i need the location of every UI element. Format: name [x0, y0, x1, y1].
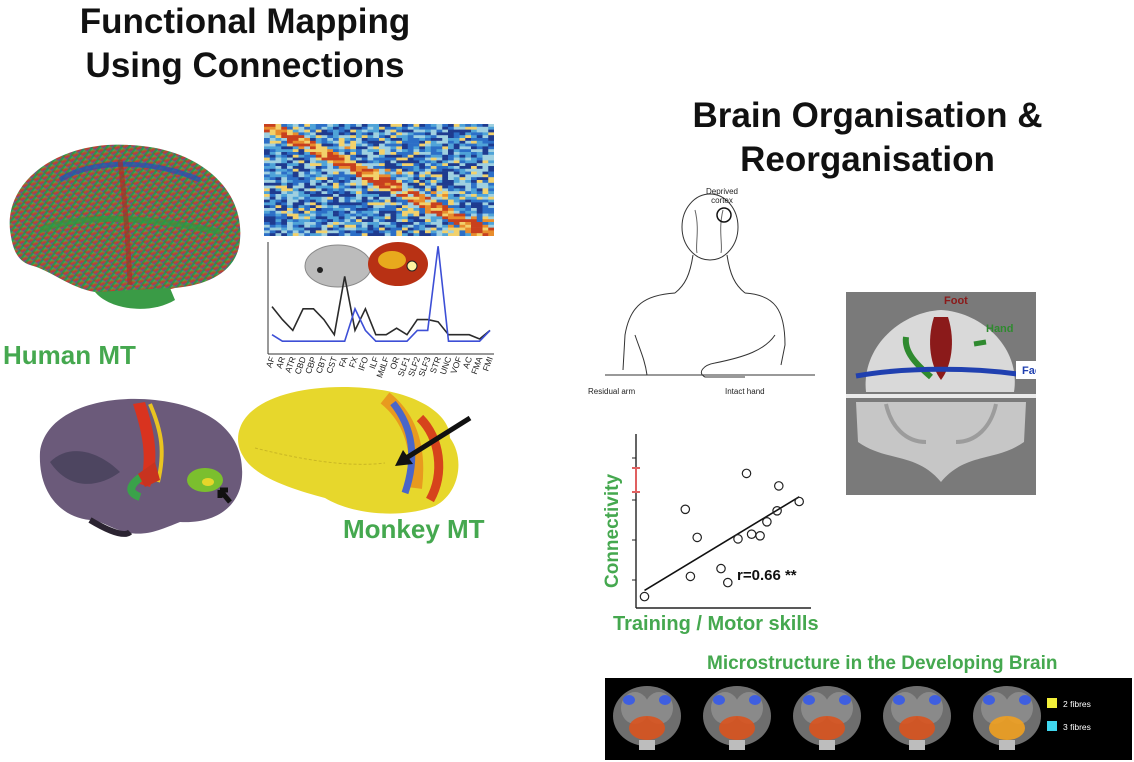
scatter-point [755, 531, 765, 541]
developing-brain-slice [613, 686, 681, 750]
scatter-y-label: Connectivity [602, 474, 623, 588]
tract-tick-label: IFO [356, 355, 370, 372]
deprived-cortex-label: Deprived cortex [706, 187, 738, 205]
scatter-point [733, 534, 743, 544]
tract-tick-label: OR [388, 355, 402, 370]
tract-tick-label: AR [274, 355, 287, 370]
connectivity-scatter-chart: r=0.66 ** Connectivity [602, 434, 811, 609]
tract-tick-label: AF [264, 355, 277, 369]
brain-thumbnails [304, 242, 428, 288]
tract-profile-chart: AFARATRCBDCBPCBTCSTFAFXIFOILFMdLFORSLF1S… [264, 242, 495, 379]
developing-brain-slice [703, 686, 771, 750]
connectivity-matrix-image [264, 124, 494, 236]
right-title: Brain Organisation & Reorganisation [692, 96, 1043, 179]
face-label: Face [1022, 365, 1036, 377]
scatter-point [774, 481, 784, 491]
developing-brain-title: Microstructure in the Developing Brain [707, 653, 1058, 674]
profile-line-monkey [271, 246, 491, 342]
intact-hand-label: Intact hand [725, 387, 765, 396]
scatter-point [794, 496, 804, 507]
monkey-brain-surface-image [238, 387, 472, 514]
hand-label: Hand [986, 323, 1014, 335]
residual-arm-label: Residual arm [588, 387, 635, 396]
scatter-point [716, 563, 726, 574]
profile-line-human [271, 276, 491, 340]
tract-tick-label: AC [461, 355, 474, 370]
scatter-point [746, 529, 757, 539]
tractography-brain-image [9, 144, 241, 309]
correlation-annotation: r=0.66 ** [737, 567, 797, 584]
scatter-point [639, 591, 650, 602]
foot-label: Foot [944, 295, 968, 307]
human-mt-label: Human MT [3, 340, 136, 370]
tract-tick-label: ILF [367, 355, 381, 370]
scatter-point [680, 504, 691, 515]
legend-3-fibres-swatch [1047, 721, 1057, 731]
scatter-point [762, 517, 772, 527]
developing-brain-strip: 2 fibres 3 fibres [605, 678, 1132, 760]
scatter-y-ticks [632, 457, 636, 581]
scatter-x-label: Training / Motor skills [613, 613, 819, 635]
tract-tick-label: FX [347, 355, 360, 369]
matrix-cells [264, 124, 494, 236]
scatter-point [692, 532, 702, 543]
tract-tick-label: FA [337, 355, 350, 368]
legend-2-fibres-label: 2 fibres [1063, 699, 1091, 709]
fibre-legend: 2 fibres 3 fibres [1047, 698, 1091, 732]
scatter-point [685, 571, 696, 582]
monkey-mt-label: Monkey MT [343, 514, 485, 544]
developing-brain-slice [883, 686, 951, 750]
homunculus-tracts-image: Foot Hand Face [846, 292, 1036, 495]
developing-brain-slice [973, 686, 1041, 750]
scatter-point [741, 468, 752, 479]
error-bar [632, 467, 640, 493]
human-brain-surface-image [39, 398, 243, 537]
legend-3-fibres-label: 3 fibres [1063, 722, 1091, 732]
legend-2-fibres-swatch [1047, 698, 1057, 708]
left-title: Functional Mapping Using Connections [79, 2, 411, 85]
amputee-drawing: Deprived cortex Residual arm Intact hand [588, 187, 815, 396]
developing-brain-slice [793, 686, 861, 750]
tract-tick-label: FMI [480, 355, 494, 372]
scatter-point [772, 506, 782, 516]
scatter-point [723, 577, 733, 588]
